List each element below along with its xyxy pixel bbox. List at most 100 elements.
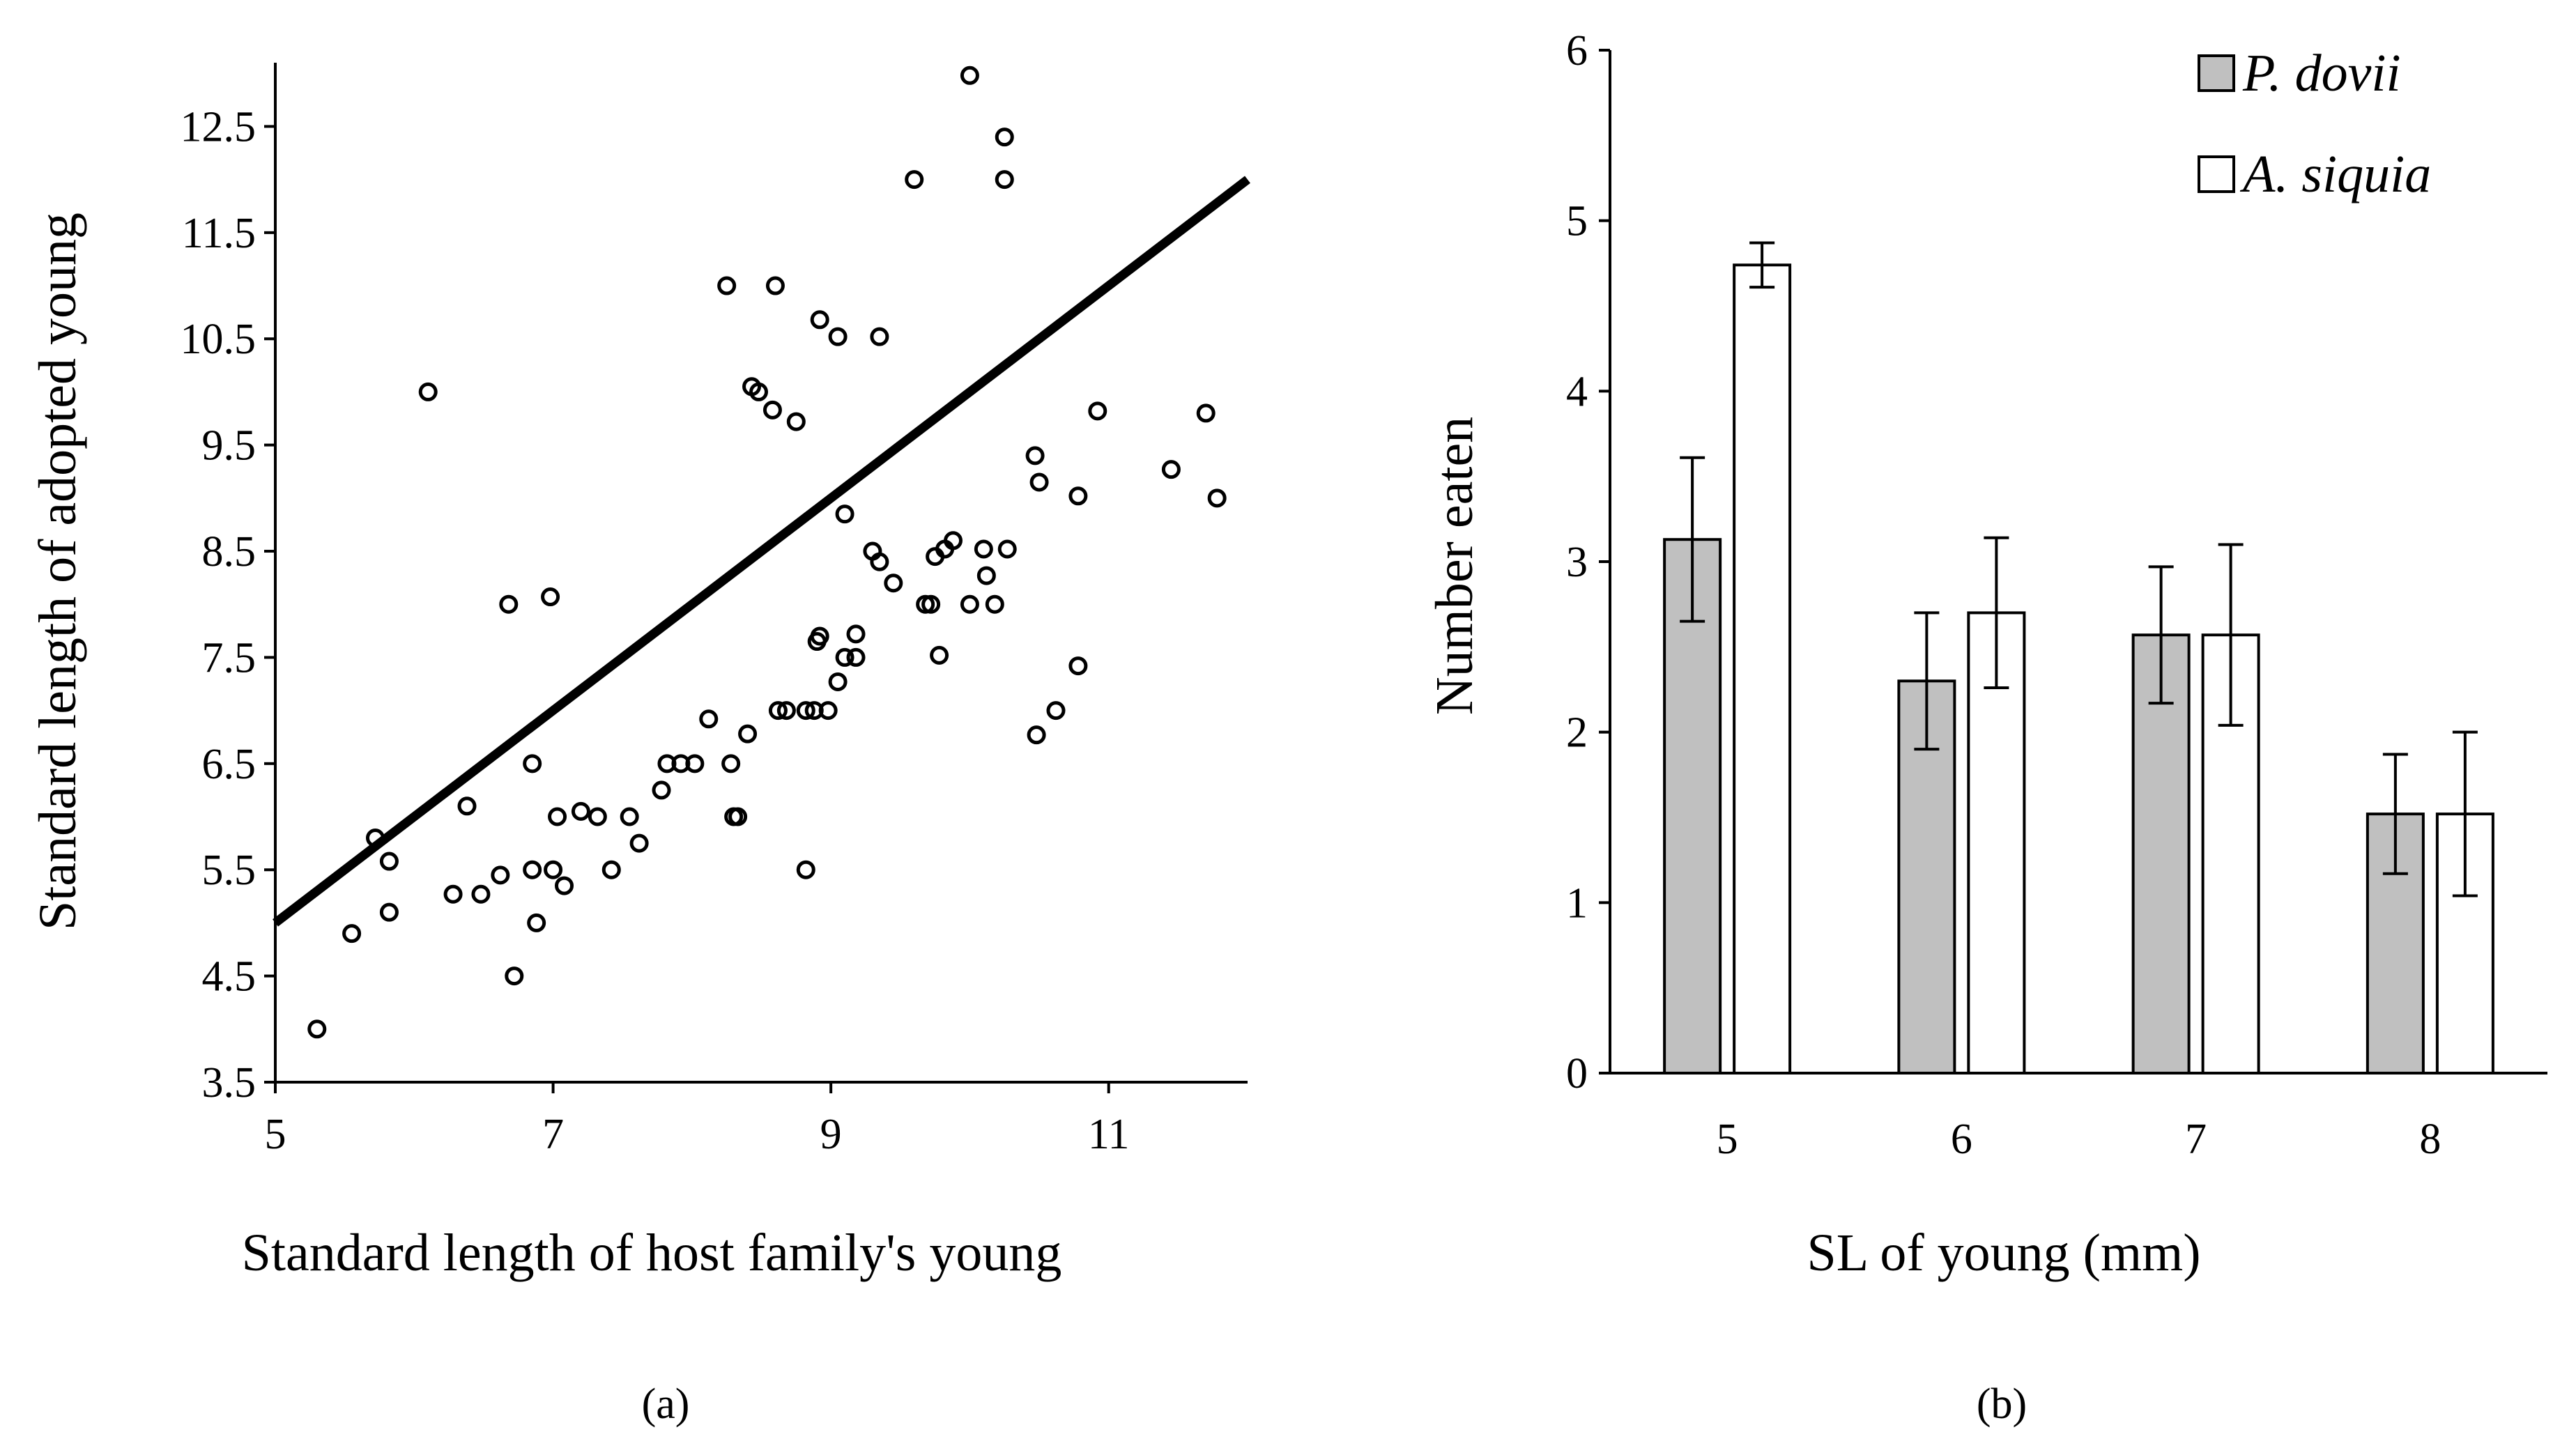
scatter-point: [995, 128, 1014, 147]
scatter-y-tick-label: 12.5: [181, 103, 256, 151]
bar-panel: 0 1 2 3 4 5 6 5 6 7 8 SL of young (mm) Number eat…: [1425, 27, 2547, 1428]
bar-series: [1663, 263, 2494, 1075]
scatter-point: [818, 701, 838, 721]
scatter-x-tick-label: 11: [1088, 1111, 1130, 1158]
legend-label-a-siquia: A. siquia: [2239, 145, 2431, 203]
scatter-point: [1029, 472, 1049, 492]
bar-y-tick-label: 2: [1566, 709, 1588, 757]
bar-y-axis-label: Number eaten: [1425, 417, 1484, 715]
scatter-point: [765, 276, 785, 295]
scatter-point: [523, 860, 542, 879]
scatter-x-tick-label: 7: [542, 1111, 564, 1158]
scatter-point: [629, 833, 649, 853]
scatter-point: [786, 412, 806, 431]
scatter-point: [921, 594, 941, 614]
scatter-point: [544, 860, 563, 879]
scatter-x-tick-label: 5: [265, 1111, 286, 1158]
scatter-point: [505, 966, 524, 986]
legend-label-p-dovii: P. dovii: [2242, 44, 2401, 102]
scatter-point: [960, 594, 979, 614]
scatter-point: [1027, 725, 1046, 745]
scatter-point: [976, 566, 996, 585]
scatter-point: [379, 852, 399, 871]
scatter-point: [601, 860, 621, 879]
scatter-point: [527, 913, 546, 932]
scatter-point: [555, 876, 574, 895]
bar-x-axis-label: SL of young (mm): [1807, 1224, 2200, 1282]
scatter-point: [571, 801, 590, 821]
scatter-y-tick-label: 7.5: [202, 634, 256, 681]
scatter-point: [796, 701, 815, 721]
scatter-point: [342, 924, 362, 943]
scatter-point: [810, 310, 829, 330]
bar-x-tick-label: 7: [2185, 1116, 2207, 1163]
scatter-point: [985, 594, 1004, 614]
scatter-point: [768, 701, 788, 721]
scatter-point: [1046, 701, 1066, 721]
scatter-point: [944, 531, 963, 550]
scatter-y-tick-label: 5.5: [202, 847, 256, 894]
bar-y-ticks: 0 1 2 3 4 5 6: [1566, 27, 1610, 1097]
bar-y-tick-label: 0: [1566, 1050, 1588, 1097]
scatter-point: [721, 754, 741, 773]
scatter-point: [835, 647, 854, 667]
scatter-point: [499, 594, 519, 614]
scatter-point: [307, 1019, 327, 1039]
scatter-y-tick-label: 8.5: [202, 528, 256, 576]
scatter-point: [523, 754, 542, 773]
scatter-point: [1068, 656, 1088, 676]
scatter-point: [685, 754, 705, 773]
scatter-point: [828, 327, 848, 346]
scatter-point: [1161, 460, 1181, 479]
bar: [1663, 538, 1722, 1075]
scatter-point: [699, 709, 719, 729]
scatter-point: [828, 672, 848, 691]
scatter-y-ticks: 3.5 4.5 5.5 6.5 7.5 8.5 9.5 10.5 11.5 12.5: [181, 103, 275, 1107]
scatter-point: [846, 647, 866, 667]
scatter-point: [997, 539, 1017, 559]
scatter-point: [491, 865, 510, 885]
scatter-y-tick-label: 9.5: [202, 422, 256, 470]
scatter-point: [443, 884, 463, 904]
legend-swatch-p-dovii: [2198, 54, 2235, 92]
scatter-x-ticks: 5 7 9 11: [265, 1082, 1130, 1158]
scatter-point: [1088, 401, 1107, 421]
scatter-point: [457, 796, 477, 816]
scatter-point: [620, 807, 639, 826]
scatter-axes: [274, 63, 1248, 1084]
bar-y-tick-label: 6: [1566, 27, 1588, 75]
scatter-point: [884, 573, 903, 593]
scatter-point: [974, 539, 993, 559]
bar-y-tick-label: 4: [1566, 368, 1588, 415]
scatter-point: [930, 645, 949, 665]
scatter-point: [810, 626, 829, 646]
scatter-panel: 3.54.55.56.57.58.59.510.511.512.5 5 7 9 11 …: [29, 63, 1250, 1428]
scatter-point: [905, 170, 924, 190]
bar-x-tick-label: 6: [1951, 1116, 1972, 1163]
legend: P. dovii A. siquia: [2198, 44, 2431, 203]
scatter-y-tick-label: 3.5: [202, 1059, 256, 1107]
scatter-point: [762, 400, 782, 419]
scatter-point: [835, 505, 854, 524]
bar-y-tick-label: 1: [1566, 879, 1588, 927]
scatter-point: [1068, 486, 1088, 506]
scatter-y-tick-label: 4.5: [202, 953, 256, 1001]
trend-line: [273, 176, 1250, 927]
scatter-point: [796, 860, 815, 879]
bar-y-tick-label: 5: [1566, 198, 1588, 245]
scatter-y-tick-label: 6.5: [202, 741, 256, 788]
scatter-points: [307, 66, 1227, 1039]
scatter-point: [471, 884, 491, 904]
scatter-point: [418, 382, 438, 401]
scatter-point: [870, 327, 889, 346]
scatter-point: [960, 66, 979, 85]
scatter-point: [776, 701, 796, 721]
scatter-point: [548, 807, 567, 826]
bar-x-tick-label: 5: [1717, 1116, 1738, 1163]
scatter-point: [1025, 446, 1045, 465]
bar-y-tick-label: 3: [1566, 539, 1588, 586]
scatter-point: [541, 587, 560, 607]
bar: [1733, 263, 1792, 1075]
legend-swatch-a-siquia: [2198, 155, 2235, 193]
